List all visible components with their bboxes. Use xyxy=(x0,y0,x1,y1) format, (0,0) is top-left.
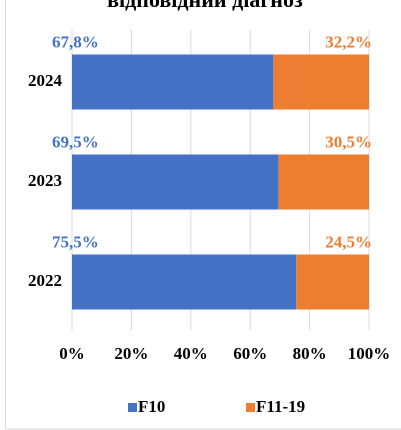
x-tick-label: 60% xyxy=(233,344,267,363)
chart-frame xyxy=(5,0,401,430)
data-label: 24,5% xyxy=(325,232,372,251)
bar-segment xyxy=(296,254,369,310)
y-tick-label: 2022 xyxy=(28,271,62,290)
bar-segment xyxy=(278,154,369,210)
legend-label: F11-19 xyxy=(256,397,305,416)
x-tick-label: 80% xyxy=(293,344,327,363)
y-tick-label: 2024 xyxy=(28,71,63,90)
x-tick-label: 0% xyxy=(59,344,85,363)
legend-label: F10 xyxy=(138,397,165,416)
data-label: 69,5% xyxy=(52,132,99,151)
x-tick-label: 40% xyxy=(174,344,208,363)
x-tick-label: 20% xyxy=(114,344,148,363)
bar-segment xyxy=(273,54,369,110)
legend-swatch xyxy=(128,403,137,412)
bar-segment xyxy=(72,54,274,110)
legend-swatch xyxy=(246,403,255,412)
chart-title: відповідний діагноз xyxy=(107,0,303,12)
data-label: 32,2% xyxy=(325,32,372,51)
y-tick-label: 2023 xyxy=(28,171,62,190)
bar-segment xyxy=(72,154,279,210)
data-label: 75,5% xyxy=(52,232,99,251)
x-tick-label: 100% xyxy=(348,344,391,363)
data-label: 67,8% xyxy=(52,32,99,51)
bar-segment xyxy=(72,254,297,310)
data-label: 30,5% xyxy=(325,132,372,151)
